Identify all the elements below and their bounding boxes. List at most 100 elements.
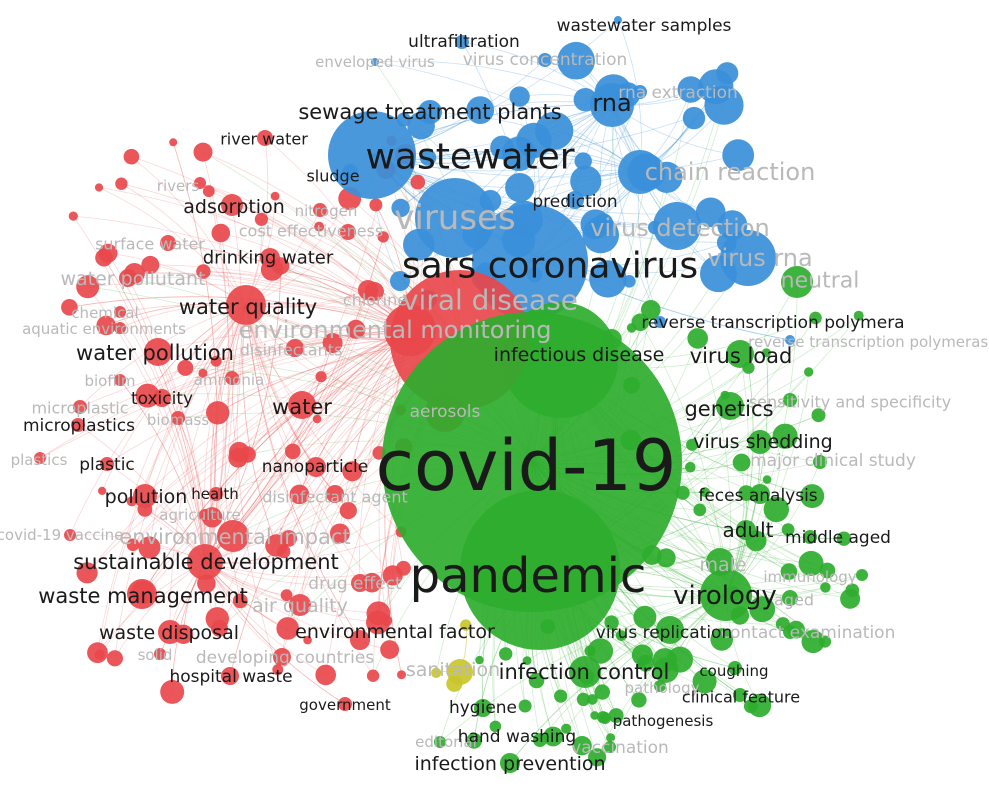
node-hygiene[interactable]	[474, 699, 492, 717]
network-node[interactable]	[460, 619, 472, 631]
network-node[interactable]	[381, 615, 393, 627]
network-node[interactable]	[206, 401, 230, 425]
node-microplastic[interactable]	[73, 400, 87, 414]
node-aquatic-environments[interactable]	[114, 322, 126, 334]
node-covid-19-vaccine[interactable]	[64, 529, 76, 541]
node-pathology[interactable]	[654, 680, 666, 692]
network-node[interactable]	[608, 708, 624, 724]
network-node[interactable]	[570, 165, 602, 197]
network-node[interactable]	[466, 96, 495, 124]
network-node[interactable]	[314, 221, 325, 232]
node-disinfectants[interactable]	[286, 339, 304, 357]
network-node[interactable]	[138, 536, 161, 559]
node-virus-concentration[interactable]	[538, 53, 552, 67]
network-node[interactable]	[211, 619, 228, 637]
node-water[interactable]	[288, 391, 316, 419]
network-node[interactable]	[820, 582, 831, 593]
node-reverse-transcription-polymerase-chain-rea[interactable]	[785, 335, 795, 345]
node-enveloped-virus[interactable]	[371, 58, 379, 66]
network-node[interactable]	[588, 748, 607, 767]
node-water-pollutant[interactable]	[119, 269, 137, 287]
network-node[interactable]	[196, 264, 211, 279]
network-node[interactable]	[615, 630, 627, 641]
network-node[interactable]	[312, 414, 322, 424]
node-major-clinical-study[interactable]	[813, 455, 827, 469]
network-node[interactable]	[61, 299, 78, 316]
node-microplastics[interactable]	[71, 418, 85, 432]
node-clinical-feature[interactable]	[733, 688, 747, 702]
node-chemical[interactable]	[114, 306, 126, 318]
network-node[interactable]	[631, 692, 647, 708]
network-node[interactable]	[604, 615, 619, 630]
node-reverse-transcription-polymera[interactable]	[654, 316, 666, 328]
network-node[interactable]	[710, 628, 733, 651]
network-node[interactable]	[431, 667, 442, 679]
node-health[interactable]	[209, 487, 223, 501]
network-node[interactable]	[845, 583, 860, 598]
node-wastewater-samples[interactable]	[614, 16, 622, 24]
network-node[interactable]	[106, 650, 123, 667]
node-coughing[interactable]	[728, 661, 742, 675]
network-node[interactable]	[763, 496, 789, 523]
network-node[interactable]	[819, 562, 836, 579]
network-node[interactable]	[232, 593, 248, 609]
network-node[interactable]	[505, 173, 535, 203]
network-node[interactable]	[589, 260, 627, 298]
network-node[interactable]	[704, 85, 744, 125]
network-node[interactable]	[641, 300, 661, 320]
network-node[interactable]	[339, 502, 357, 520]
node-waste-disposal[interactable]	[158, 620, 182, 644]
node-sensitivity-and-specificity[interactable]	[783, 393, 797, 407]
network-node[interactable]	[811, 408, 826, 423]
node-toxicity[interactable]	[153, 389, 171, 407]
network-node[interactable]	[637, 654, 655, 672]
network-node[interactable]	[489, 720, 502, 733]
network-node[interactable]	[528, 672, 545, 689]
node-aged[interactable]	[782, 590, 798, 606]
network-node[interactable]	[576, 692, 591, 707]
node-virus-shedding[interactable]	[748, 430, 772, 454]
node-covid-19[interactable]	[382, 312, 682, 612]
network-node[interactable]	[800, 484, 825, 509]
network-node[interactable]	[685, 461, 696, 473]
network-node[interactable]	[606, 733, 616, 743]
network-node[interactable]	[210, 355, 222, 367]
network-node[interactable]	[98, 486, 107, 495]
node-genetics[interactable]	[716, 392, 744, 420]
node-virus-replication[interactable]	[656, 616, 684, 644]
node-prediction[interactable]	[566, 191, 584, 209]
node-infection-control[interactable]	[569, 656, 601, 688]
network-node[interactable]	[732, 453, 751, 472]
node-hospital-waste[interactable]	[221, 667, 239, 685]
network-node[interactable]	[303, 635, 312, 645]
node-sewage-treatment-plants[interactable]	[418, 100, 442, 124]
network-node[interactable]	[836, 531, 852, 546]
node-agriculture[interactable]	[199, 509, 211, 521]
node-virology[interactable]	[700, 569, 752, 621]
network-node[interactable]	[633, 605, 657, 629]
network-node[interactable]	[228, 448, 248, 468]
network-node[interactable]	[554, 689, 568, 703]
node-environmental-factor[interactable]	[350, 630, 370, 650]
network-node[interactable]	[501, 136, 537, 171]
network-node[interactable]	[499, 647, 513, 661]
network-node[interactable]	[798, 550, 824, 576]
node-rivers[interactable]	[194, 177, 206, 189]
node-surface-water[interactable]	[160, 235, 176, 251]
network-node[interactable]	[135, 383, 160, 408]
node-water-pollution[interactable]	[144, 338, 172, 366]
network-node[interactable]	[557, 41, 595, 80]
node-immunology[interactable]	[856, 569, 868, 581]
network-node[interactable]	[382, 565, 403, 586]
network-node[interactable]	[322, 333, 343, 353]
network-node[interactable]	[160, 679, 185, 704]
node-editorial[interactable]	[434, 736, 446, 748]
node-virus-rna[interactable]	[720, 230, 776, 286]
network-node[interactable]	[211, 223, 231, 243]
node-plastic[interactable]	[100, 457, 114, 471]
network-node[interactable]	[270, 191, 280, 201]
network-node[interactable]	[366, 669, 380, 682]
network-node[interactable]	[761, 348, 771, 358]
node-chain-reaction[interactable]	[618, 150, 662, 194]
network-node[interactable]	[687, 328, 708, 349]
